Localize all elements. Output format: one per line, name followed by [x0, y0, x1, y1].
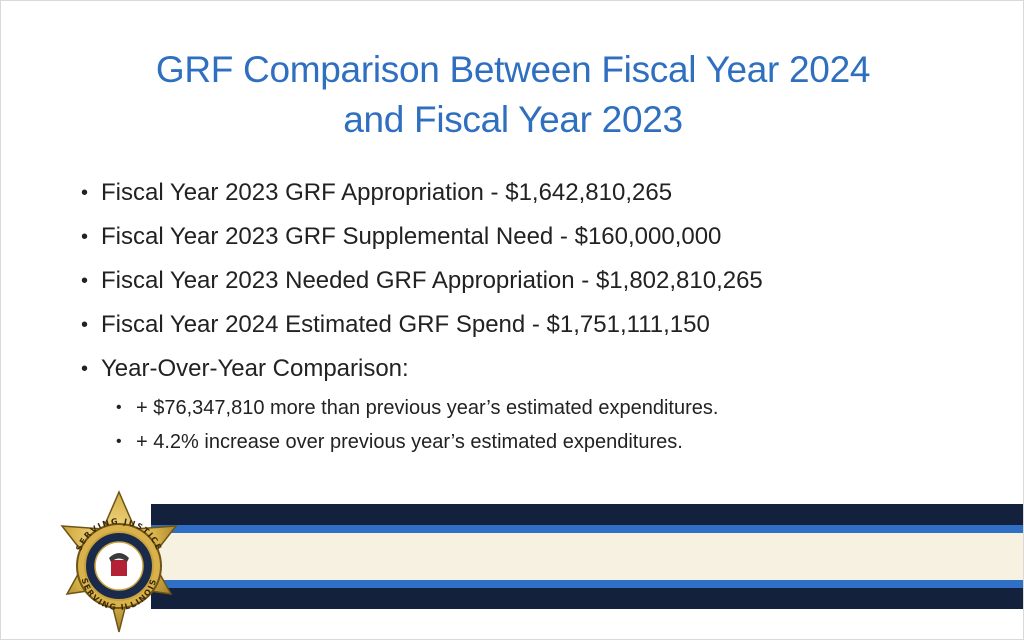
bullet-dot-icon: •	[81, 182, 89, 204]
stripe-cream	[151, 533, 1023, 580]
decorative-stripes	[151, 504, 1023, 609]
bullet-text: Fiscal Year 2024 Estimated GRF Spend - $…	[101, 311, 710, 338]
title-line-2: and Fiscal Year 2023	[343, 99, 683, 140]
bullet-item: • Fiscal Year 2023 GRF Supplemental Need…	[81, 215, 981, 259]
stripe-blue-bottom	[151, 580, 1023, 588]
bullet-text: Fiscal Year 2023 GRF Supplemental Need -…	[101, 223, 722, 250]
bullet-dot-icon: •	[116, 433, 122, 450]
bullet-text: Fiscal Year 2023 Needed GRF Appropriatio…	[101, 267, 763, 294]
bullet-dot-icon: •	[81, 314, 89, 336]
bullet-dot-icon: •	[116, 399, 122, 416]
title-line-1: GRF Comparison Between Fiscal Year 2024	[155, 49, 871, 90]
sub-bullet-item: • + 4.2% increase over previous year’s e…	[81, 425, 981, 459]
bullet-item: • Year-Over-Year Comparison:	[81, 347, 981, 391]
bullet-dot-icon: •	[81, 358, 89, 380]
sub-bullet-text: + 4.2% increase over previous year’s est…	[136, 431, 683, 453]
stripe-blue-top	[151, 525, 1023, 533]
corrections-badge-icon: SERVING JUSTICE SERVING ILLINOIS	[60, 490, 178, 633]
sub-bullet-text: + $76,347,810 more than previous year’s …	[136, 397, 719, 419]
bullet-list: • Fiscal Year 2023 GRF Appropriation - $…	[81, 171, 981, 459]
bullet-text: Fiscal Year 2023 GRF Appropriation - $1,…	[101, 179, 673, 206]
bullet-item: • Fiscal Year 2023 GRF Appropriation - $…	[81, 171, 981, 215]
stripe-navy-bottom	[151, 588, 1023, 609]
sub-bullet-item: • + $76,347,810 more than previous year’…	[81, 391, 981, 425]
slide-title: GRF Comparison Between Fiscal Year 2024 …	[1, 45, 1024, 145]
bullet-item: • Fiscal Year 2023 Needed GRF Appropriat…	[81, 259, 981, 303]
bullet-dot-icon: •	[81, 270, 89, 292]
bullet-item: • Fiscal Year 2024 Estimated GRF Spend -…	[81, 303, 981, 347]
bullet-dot-icon: •	[81, 226, 89, 248]
stripe-navy-top	[151, 504, 1023, 525]
bullet-text: Year-Over-Year Comparison:	[101, 355, 409, 382]
